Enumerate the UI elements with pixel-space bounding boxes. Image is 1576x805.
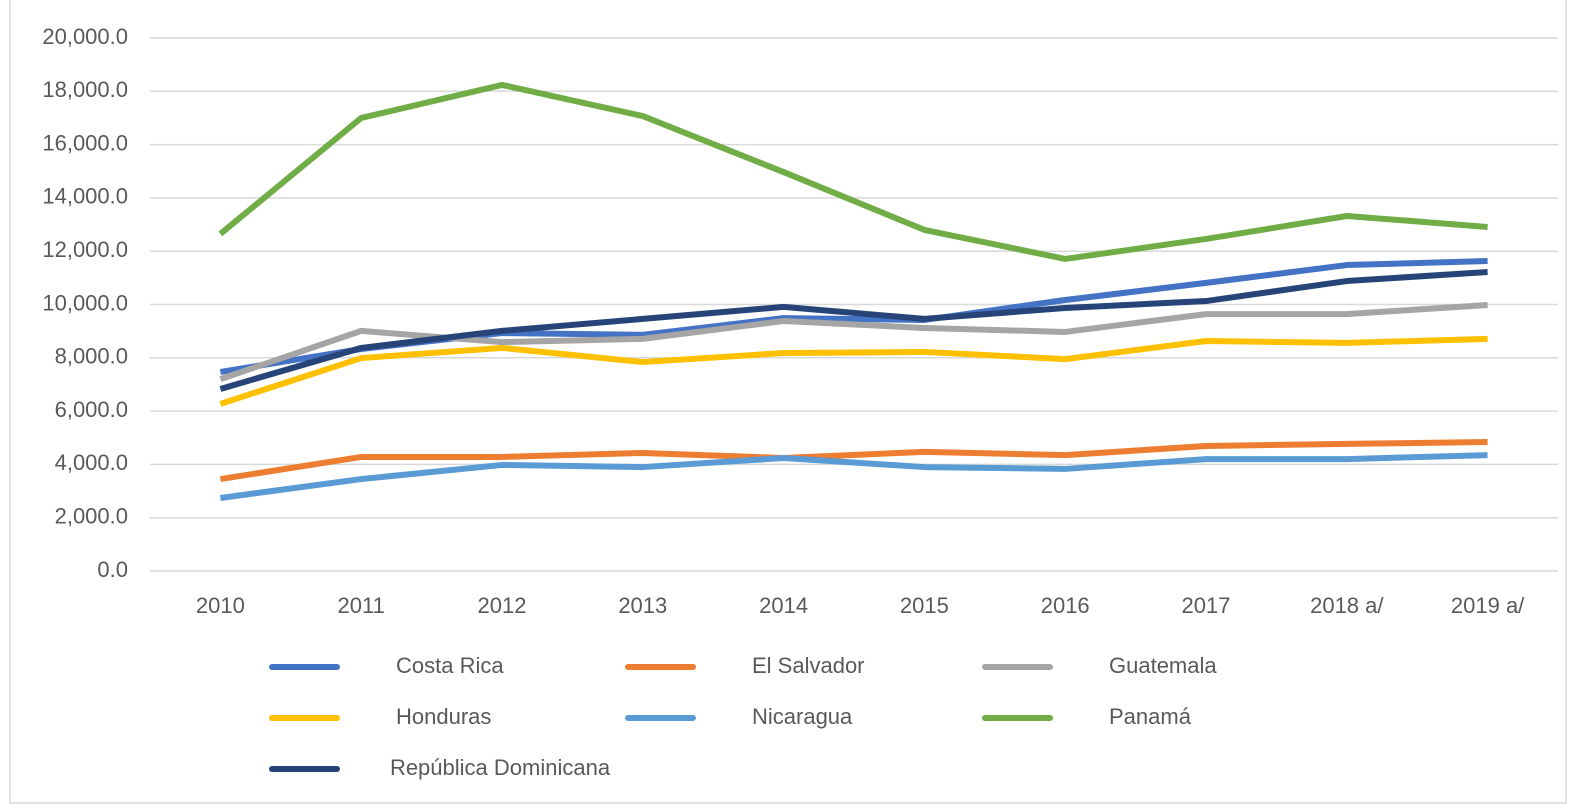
legend-label: El Salvador <box>752 653 865 678</box>
y-tick-label: 18,000.0 <box>42 77 128 102</box>
y-tick-label: 16,000.0 <box>42 130 128 155</box>
legend-label: Panamá <box>1109 704 1192 729</box>
y-tick-label: 8,000.0 <box>55 344 128 369</box>
series-line <box>220 452 1488 501</box>
x-tick-label: 2012 <box>478 593 527 618</box>
x-tick-label: 2016 <box>1041 593 1090 618</box>
x-tick-label: 2015 <box>900 593 949 618</box>
series-line <box>219 268 1488 392</box>
legend-label: Costa Rica <box>396 653 504 678</box>
x-tick-label: 2017 <box>1182 593 1231 618</box>
series-line <box>219 335 1488 407</box>
y-tick-label: 4,000.0 <box>55 450 128 475</box>
legend-label: República Dominicana <box>390 755 611 780</box>
x-tick-label: 2019 a/ <box>1451 593 1525 618</box>
legend-label: Guatemala <box>1109 653 1217 678</box>
y-tick-label: 14,000.0 <box>42 184 128 209</box>
legend-label: Nicaragua <box>752 704 853 729</box>
x-tick-label: 2010 <box>196 593 245 618</box>
legend-label: Honduras <box>396 704 491 729</box>
y-tick-label: 10,000.0 <box>42 290 128 315</box>
x-tick-label: 2013 <box>618 593 667 618</box>
chart-frame <box>9 0 1567 804</box>
y-tick-label: 12,000.0 <box>42 237 128 262</box>
y-tick-label: 0.0 <box>97 557 128 582</box>
series-line <box>218 81 1488 262</box>
y-tick-label: 6,000.0 <box>55 397 128 422</box>
x-tick-label: 2018 a/ <box>1310 593 1384 618</box>
y-tick-label: 20,000.0 <box>42 24 128 49</box>
y-tick-label: 2,000.0 <box>55 504 128 529</box>
x-tick-label: 2011 <box>338 593 385 618</box>
x-tick-label: 2014 <box>759 593 808 618</box>
series-line <box>219 439 1488 483</box>
